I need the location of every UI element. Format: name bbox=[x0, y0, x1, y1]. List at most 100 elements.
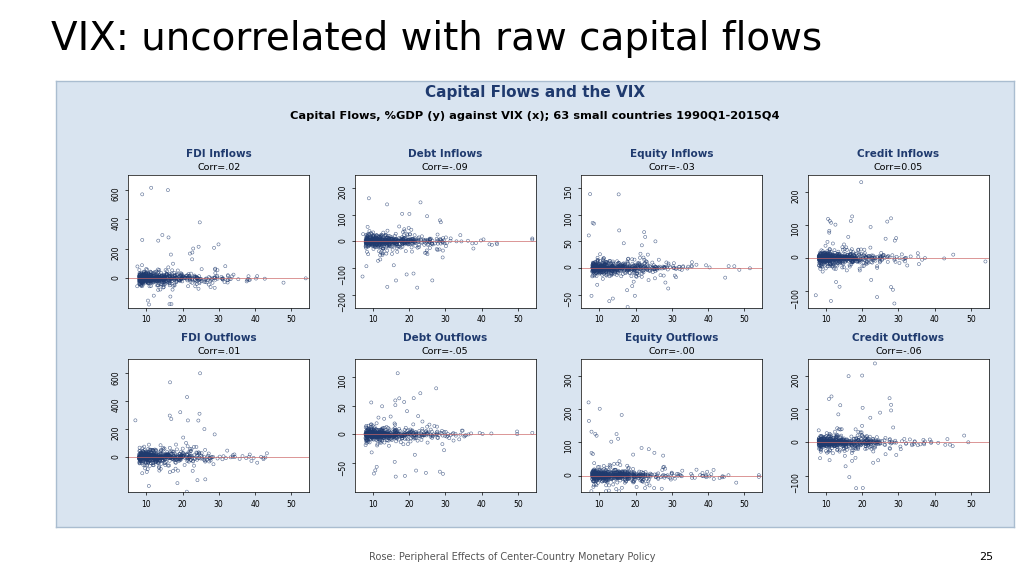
Point bbox=[231, 454, 248, 464]
Point bbox=[143, 271, 160, 281]
Point bbox=[364, 430, 380, 439]
Point bbox=[592, 472, 608, 481]
Point bbox=[607, 264, 624, 273]
Point bbox=[820, 249, 837, 259]
Point bbox=[631, 469, 647, 478]
Point bbox=[585, 263, 601, 272]
Point bbox=[391, 394, 408, 403]
Point bbox=[586, 264, 602, 274]
Point bbox=[174, 450, 190, 460]
Point bbox=[848, 437, 864, 446]
Point bbox=[132, 453, 148, 462]
Point bbox=[825, 255, 842, 264]
Point bbox=[147, 457, 164, 467]
Point bbox=[395, 235, 412, 244]
Point bbox=[168, 271, 184, 280]
Point bbox=[375, 249, 391, 258]
Point bbox=[416, 240, 432, 249]
Point bbox=[156, 450, 172, 459]
Point bbox=[378, 230, 394, 239]
Point bbox=[816, 438, 833, 448]
Point bbox=[147, 456, 164, 465]
Point bbox=[611, 259, 628, 268]
Point bbox=[825, 260, 842, 270]
Point bbox=[141, 275, 158, 285]
Point bbox=[816, 434, 833, 443]
Point bbox=[609, 472, 626, 482]
Point bbox=[137, 275, 154, 284]
Point bbox=[671, 469, 687, 479]
Point bbox=[598, 473, 614, 482]
Point bbox=[434, 237, 451, 246]
Point bbox=[375, 430, 391, 439]
Point bbox=[814, 253, 830, 263]
Point bbox=[833, 433, 849, 442]
Point bbox=[141, 461, 158, 471]
Point bbox=[357, 236, 374, 245]
Point bbox=[366, 433, 382, 442]
Point bbox=[397, 430, 414, 439]
Point bbox=[411, 432, 427, 441]
Point bbox=[402, 430, 419, 439]
Point bbox=[141, 456, 158, 465]
Point bbox=[850, 245, 866, 254]
Point bbox=[646, 483, 663, 492]
Point bbox=[369, 431, 385, 441]
Point bbox=[588, 473, 604, 482]
Point bbox=[822, 255, 839, 264]
Point bbox=[620, 266, 636, 275]
Point bbox=[139, 273, 156, 282]
Point bbox=[162, 271, 178, 281]
Point bbox=[586, 470, 602, 479]
Point bbox=[877, 440, 893, 449]
Point bbox=[593, 472, 609, 481]
Point bbox=[822, 253, 839, 262]
Point bbox=[820, 253, 837, 263]
Point bbox=[138, 272, 155, 281]
Point bbox=[635, 468, 651, 478]
Point bbox=[380, 236, 396, 245]
Point bbox=[402, 230, 419, 239]
Point bbox=[617, 471, 634, 480]
Point bbox=[383, 234, 399, 244]
Point bbox=[816, 437, 833, 446]
Point bbox=[815, 255, 831, 264]
Point bbox=[132, 454, 148, 464]
Point bbox=[679, 264, 695, 273]
Point bbox=[140, 275, 157, 284]
Point bbox=[622, 262, 638, 271]
Point bbox=[152, 272, 168, 282]
Point bbox=[598, 471, 614, 480]
Point bbox=[386, 236, 402, 245]
Point bbox=[624, 264, 640, 273]
Point bbox=[142, 452, 159, 461]
Point bbox=[811, 435, 827, 445]
Point bbox=[371, 241, 387, 250]
Point bbox=[129, 262, 145, 271]
Point bbox=[422, 237, 438, 247]
Point bbox=[358, 435, 375, 445]
Point bbox=[359, 433, 376, 442]
Point bbox=[817, 255, 834, 264]
Point bbox=[358, 429, 375, 438]
Point bbox=[372, 431, 388, 440]
Point bbox=[359, 239, 376, 248]
Point bbox=[358, 429, 375, 438]
Point bbox=[406, 269, 422, 278]
Point bbox=[588, 263, 604, 272]
Point bbox=[399, 230, 416, 240]
Point bbox=[207, 274, 223, 283]
Point bbox=[860, 438, 877, 447]
Point bbox=[885, 285, 901, 294]
Point bbox=[589, 472, 605, 482]
Point bbox=[865, 255, 882, 264]
Point bbox=[609, 474, 626, 483]
Point bbox=[157, 271, 173, 281]
Point bbox=[133, 274, 150, 283]
Point bbox=[141, 449, 158, 458]
Point bbox=[132, 452, 148, 461]
Point bbox=[621, 263, 637, 272]
Point bbox=[820, 436, 837, 445]
Point bbox=[623, 468, 639, 478]
Point bbox=[814, 262, 830, 271]
